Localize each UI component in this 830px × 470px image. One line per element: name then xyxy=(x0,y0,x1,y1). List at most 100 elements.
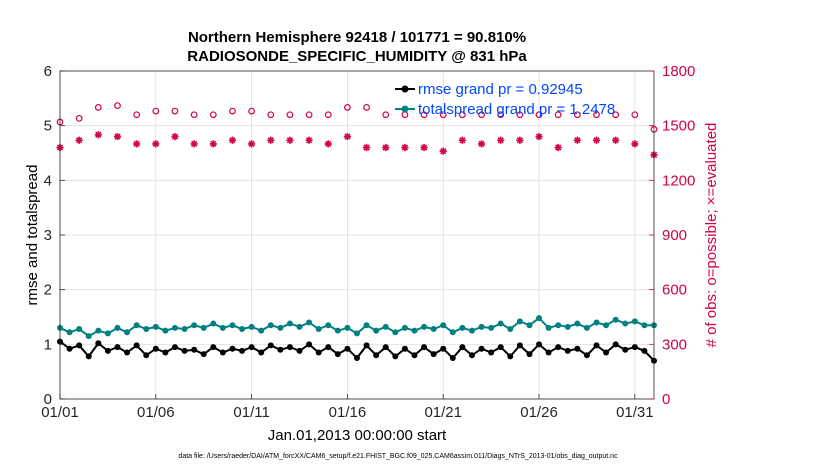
rmse-point xyxy=(421,344,428,351)
rmse-point xyxy=(430,351,437,358)
ticks: 01/01 01/06 01/11 01/16 01/21 01/26 01/31 0 1 2 3 4… xyxy=(41,63,695,421)
x-tick-label: 01/11 xyxy=(233,404,269,421)
obs-possible-marker xyxy=(133,111,141,119)
y-tick-label: 6 xyxy=(44,63,52,80)
rmse-point xyxy=(229,345,236,352)
y-axis-right-label: # of obs: o=possible; ×=evaluated xyxy=(703,123,720,348)
rmse-point xyxy=(641,347,648,354)
totalspread-point xyxy=(631,318,638,325)
obs-evaluated-marker xyxy=(152,140,160,148)
rmse-point xyxy=(536,341,543,348)
rmse-point xyxy=(564,347,571,354)
obs-evaluated-marker xyxy=(343,133,352,141)
rmse-point xyxy=(334,351,341,358)
totalspread-point xyxy=(219,324,226,331)
rmse-point xyxy=(171,344,178,351)
obs-possible-marker xyxy=(612,111,620,119)
obs-possible-marker xyxy=(497,111,505,119)
y-tick-label: 4 xyxy=(44,172,52,189)
rmse-point xyxy=(210,344,217,351)
x-tick-label: 01/16 xyxy=(329,404,367,421)
totalspread-point xyxy=(430,326,437,333)
rmse-point xyxy=(344,345,351,352)
totalspread-point xyxy=(162,327,169,334)
obs-possible-marker xyxy=(458,111,466,119)
rmse-point xyxy=(191,346,198,353)
rmse-point xyxy=(85,353,92,360)
obs-possible-marker xyxy=(593,111,600,119)
y-right-tick-label: 600 xyxy=(662,282,687,299)
rmse-point xyxy=(277,346,284,353)
y-tick-label: 2 xyxy=(44,282,52,299)
totalspread-point xyxy=(306,319,313,326)
obs-evaluated-marker xyxy=(516,136,524,144)
totalspread-point xyxy=(114,324,121,331)
totalspread-point xyxy=(507,326,514,333)
y-tick-label: 1 xyxy=(44,336,52,353)
obs-evaluated-marker xyxy=(133,140,141,148)
rmse-point xyxy=(306,341,313,348)
totalspread-point xyxy=(497,320,504,327)
rmse-point xyxy=(248,344,255,351)
totalspread-point xyxy=(152,323,159,330)
obs-evaluated-marker xyxy=(113,133,122,141)
obs-evaluated-marker xyxy=(286,136,294,144)
obs-evaluated-marker xyxy=(554,143,562,152)
obs-evaluated-marker xyxy=(324,140,332,148)
rmse-point xyxy=(76,342,83,349)
totalspread-point xyxy=(612,316,619,323)
legend: rmse grand pr = 0.92945 totalspread gran… xyxy=(395,81,615,118)
y-tick-label: 5 xyxy=(44,118,52,135)
rmse-point xyxy=(104,347,111,354)
rmse-point xyxy=(315,349,322,356)
totalspread-point xyxy=(622,320,629,327)
rmse-point xyxy=(162,349,169,356)
obs-possible-marker xyxy=(631,111,639,119)
obs-possible-marker xyxy=(324,111,332,119)
totalspread-point xyxy=(555,322,562,329)
obs-possible-marker xyxy=(516,111,524,119)
obs-evaluated-marker xyxy=(573,136,581,144)
y-right-tick-label: 900 xyxy=(662,227,687,244)
obs-possible-marker xyxy=(171,107,179,115)
obs-possible-marker xyxy=(114,102,121,110)
totalspread-point xyxy=(421,323,428,330)
totalspread-point xyxy=(143,326,150,333)
obs-possible-marker xyxy=(420,111,428,119)
rmse-point xyxy=(239,347,246,354)
totalspread-point xyxy=(459,324,466,331)
y-right-tick-label: 1200 xyxy=(662,172,695,189)
rmse-point xyxy=(152,345,159,352)
totalspread-point xyxy=(641,322,648,329)
totalspread-point xyxy=(593,319,600,326)
rmse-point xyxy=(382,344,389,351)
obs-possible-marker xyxy=(152,107,160,115)
rmse-point xyxy=(612,341,619,348)
rmse-point xyxy=(200,351,207,358)
totalspread-point xyxy=(603,322,610,329)
obs-possible-marker xyxy=(267,111,275,119)
totalspread-point xyxy=(536,315,543,322)
totalspread-point xyxy=(526,322,533,329)
obs-evaluated-marker xyxy=(592,136,601,144)
totalspread-point xyxy=(76,326,83,333)
obs-possible-marker xyxy=(363,104,370,111)
totalspread-point xyxy=(210,320,217,327)
line-layer xyxy=(57,315,657,364)
totalspread-point xyxy=(382,323,389,330)
rmse-point xyxy=(545,349,552,356)
totalspread-point xyxy=(200,324,207,331)
rmse-point xyxy=(267,342,274,349)
y-tick-label: 0 xyxy=(44,391,52,408)
obs-evaluated-marker xyxy=(228,136,237,144)
x-tick-label: 01/21 xyxy=(424,404,462,421)
obs-evaluated-marker xyxy=(305,136,313,144)
obs-evaluated-marker xyxy=(477,140,486,148)
totalspread-point xyxy=(440,322,447,329)
rmse-point xyxy=(133,342,140,349)
obs-possible-marker xyxy=(573,111,581,119)
x-axis-label: Jan.01,2013 00:00:00 start xyxy=(268,427,447,444)
x-tick-label: 01/26 xyxy=(520,404,558,421)
obs-possible-marker xyxy=(382,111,390,119)
